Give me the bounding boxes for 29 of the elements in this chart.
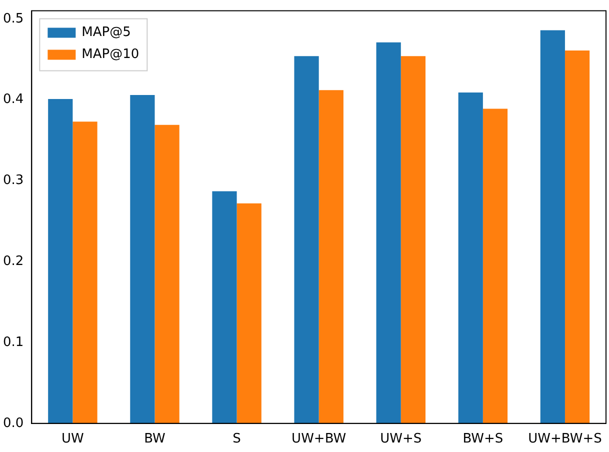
bar [212, 191, 237, 424]
bar [236, 203, 262, 424]
x-tick-label: S [232, 432, 241, 447]
legend-label: MAP@10 [82, 47, 140, 62]
bar [482, 108, 508, 424]
x-tick-label: BW [144, 432, 166, 447]
bar [130, 94, 155, 424]
y-tick-label: 0.3 [2, 173, 24, 188]
x-tick-label: UW [62, 432, 84, 447]
bar [458, 92, 483, 424]
y-tick-label: 0.2 [2, 254, 24, 269]
y-tick-label: 0.4 [2, 92, 24, 108]
y-tick-label: 0.1 [2, 334, 24, 350]
bar [400, 56, 426, 424]
x-tick-label: UW+BW [292, 432, 346, 447]
bar [72, 122, 98, 424]
bar [376, 42, 401, 424]
x-tick-label: UW+S [380, 432, 422, 447]
legend-label: MAP@5 [82, 25, 131, 40]
bar [154, 124, 180, 424]
bar [318, 90, 344, 424]
x-tick-label: UW+BW+S [528, 432, 602, 447]
y-tick-label: 0.0 [2, 416, 24, 431]
bar [564, 50, 590, 424]
bar [294, 56, 319, 424]
bar [540, 30, 565, 424]
x-tick-label: BW+S [462, 432, 504, 447]
y-tick-label: 0.5 [2, 11, 24, 26]
bar [48, 98, 73, 424]
